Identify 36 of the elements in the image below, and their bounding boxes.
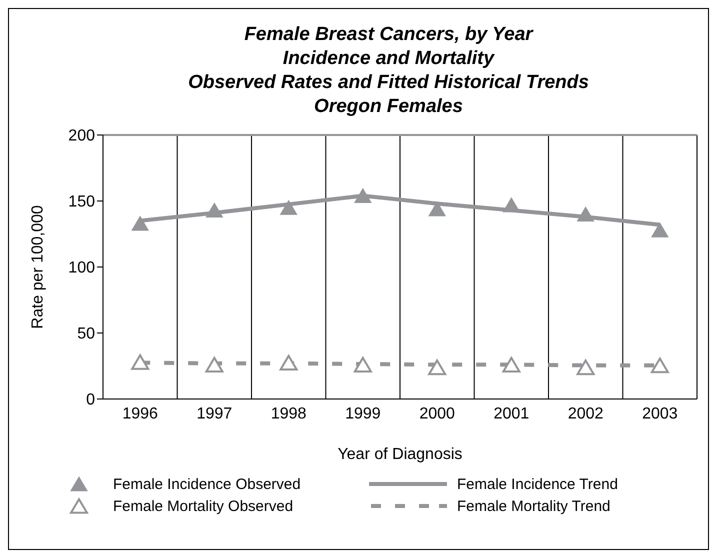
x-tick-label: 1999 xyxy=(345,405,381,422)
point xyxy=(354,356,372,372)
legend-label: Female Mortality Trend xyxy=(457,498,612,514)
y-tick-label: 200 xyxy=(68,128,96,145)
point xyxy=(502,356,520,372)
legend-label: Female Mortality Observed xyxy=(113,498,294,514)
legend-label: Female Incidence Observed xyxy=(113,476,302,492)
point xyxy=(206,202,223,218)
point xyxy=(502,198,520,212)
point xyxy=(651,222,668,238)
x-tick-label: 1996 xyxy=(122,405,158,422)
x-axis-title: Year of Diagnosis xyxy=(338,446,462,463)
chart-title: Female Breast Cancers, by Year Incidence and Mortality Observed Rates and Fitted Historical Trends Oregon Females xyxy=(187,23,590,119)
x-tick-label: 1998 xyxy=(270,405,307,422)
point xyxy=(354,188,372,204)
point xyxy=(650,358,669,374)
point xyxy=(132,216,149,231)
point xyxy=(577,206,594,222)
point xyxy=(131,354,150,370)
legend-label: Female Incidence Trend xyxy=(457,476,619,492)
point xyxy=(280,354,298,370)
x-tick-label: 1997 xyxy=(196,405,232,422)
point xyxy=(428,202,446,216)
y-tick-label: 100 xyxy=(68,260,96,277)
point xyxy=(205,356,224,372)
point xyxy=(428,360,446,376)
point xyxy=(280,200,298,215)
point xyxy=(576,360,595,376)
x-tick-label: 2002 xyxy=(568,405,604,422)
y-tick-label: 150 xyxy=(68,194,96,211)
x-tick-label: 2000 xyxy=(419,405,456,422)
x-tick-label: 2001 xyxy=(494,405,530,422)
x-tick-label: 2003 xyxy=(642,405,678,422)
y-tick-label: 50 xyxy=(77,326,96,343)
y-tick-label: 0 xyxy=(86,392,96,409)
y-axis-title: Rate per 100,000 xyxy=(30,205,47,329)
